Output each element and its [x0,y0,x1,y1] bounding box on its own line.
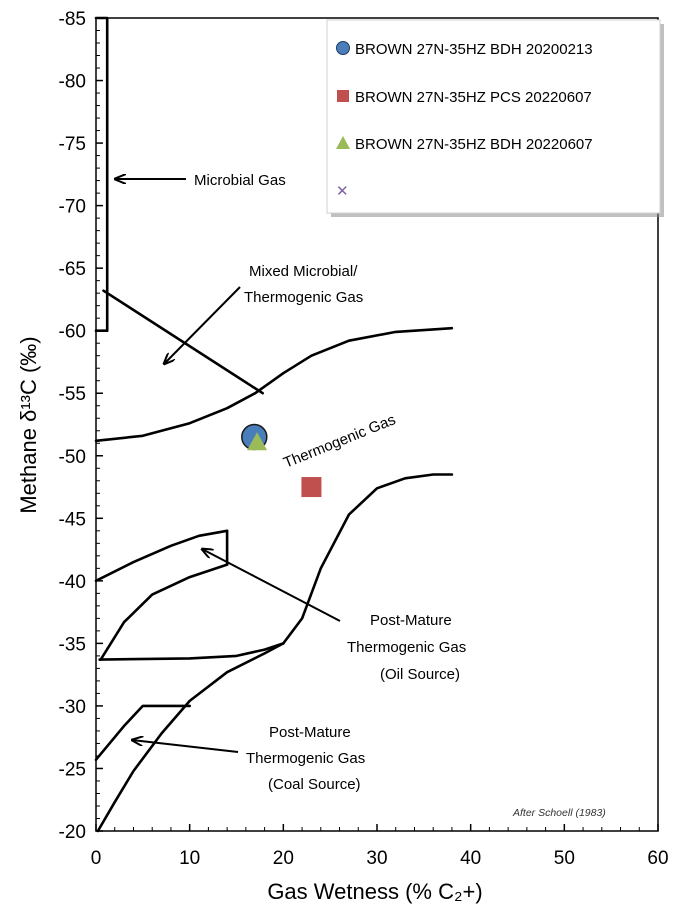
mixed-zone-diagonal [102,289,265,395]
y-tick-label: -70 [59,197,86,218]
microbial-thermogenic-boundary [94,326,454,443]
oil-source-box-top [94,529,229,583]
data-point-triangle [247,432,268,451]
boundary-curves [94,16,454,833]
legend-marker-x: ✕ [336,182,349,200]
oil-source-box-lower [99,563,229,661]
region-label-post-oil-3: (Oil Source) [380,666,460,683]
x-tick-label: 20 [273,848,294,869]
y-tick-label: -45 [59,509,86,530]
arrow-post-oil [202,549,341,622]
x-tick-label: 40 [460,848,481,869]
x-axis-title: Gas Wetness (% C₂+) [267,879,482,904]
y-tick-label: -25 [59,759,86,780]
legend-label-1: BROWN 27N-35HZ BDH 20200213 [355,41,593,58]
y-axis-title: Methane δ¹³C (‰) [16,336,41,513]
y-tick-label: -50 [59,447,86,468]
arrow-post-coal [132,740,239,753]
x-tick-label: 30 [366,848,387,869]
x-tick-label: 60 [647,848,668,869]
oil-coal-divider [98,642,285,661]
legend-box [326,19,661,214]
region-label-post-oil-1: Post-Mature [370,612,452,629]
legend-marker-circle [336,41,350,55]
data-point-square [301,477,322,498]
y-tick-label: -20 [59,822,86,843]
region-label-post-coal-2: Thermogenic Gas [246,750,365,767]
y-tick-label: -35 [59,634,86,655]
coal-source-upper-boundary [96,642,285,833]
data-points [241,423,322,498]
coal-source-box [94,704,191,762]
axis-ticks [95,17,659,832]
tick-labels: -85 -80 -75 -70 -65 -60 -55 -50 -45 -40 -35 -30 -25 -… [59,9,669,869]
y-tick-label: -75 [59,134,86,155]
y-tick-label: -80 [59,72,86,93]
legend-label-2: BROWN 27N-35HZ PCS 20220607 [355,89,592,106]
region-label-microbial: Microbial Gas [194,172,286,189]
y-tick-label: -85 [59,9,86,30]
region-label-post-coal-3: (Coal Source) [268,776,361,793]
region-label-post-oil-2: Thermogenic Gas [347,639,466,656]
y-tick-label: -30 [59,697,86,718]
y-tick-label: -60 [59,322,86,343]
y-tick-label: -65 [59,259,86,280]
y-tick-label: -55 [59,384,86,405]
legend-marker-square [337,90,349,102]
legend-label-3: BROWN 27N-35HZ BDH 20220607 [355,136,593,153]
region-label-post-coal-1: Post-Mature [269,724,351,741]
region-label-mixed-1: Mixed Microbial/ [249,263,358,280]
arrow-mixed [164,286,241,364]
y-tick-label: -40 [59,572,86,593]
legend-marker-triangle [336,136,350,149]
x-tick-label: 0 [91,848,102,869]
credit-text: After Schoell (1983) [512,807,606,819]
region-label-mixed-2: Thermogenic Gas [244,289,363,306]
x-tick-label: 10 [179,848,200,869]
x-tick-label: 50 [554,848,575,869]
thermogenic-lower-boundary [281,473,454,645]
legend: BROWN 27N-35HZ BDH 20200213 BROWN 27N-35… [326,19,664,217]
